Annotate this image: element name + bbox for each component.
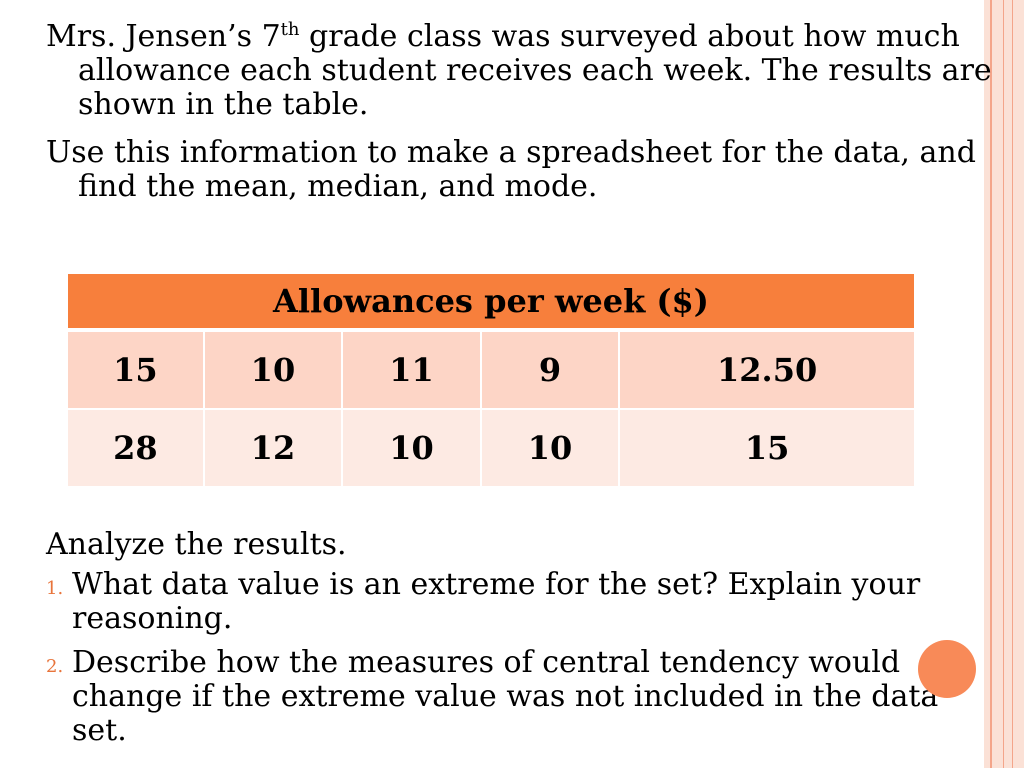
analysis-heading: Analyze the results. [46,527,347,562]
question-text: Describe how the measures of central ten… [72,645,939,748]
intro-text: Mrs. Jensen’s 7 [46,19,281,54]
table-cell: 10 [342,409,482,488]
superscript: th [280,19,300,40]
right-border-line [990,0,992,768]
table-cell: 12.50 [619,330,914,410]
table-header-row: Allowances per week ($) [68,274,914,332]
table-cell: 12 [203,409,344,488]
table-cell: 15 [619,409,914,488]
table-title: Allowances per week ($) [68,274,914,332]
question-list: 1. What data value is an extreme for the… [46,568,976,758]
table-row: 15 10 11 9 12.50 [68,330,914,410]
list-item: 1. What data value is an extreme for the… [46,568,976,636]
allowance-table: Allowances per week ($) 15 10 11 9 12.50… [68,274,914,488]
question-text: What data value is an extreme for the se… [72,567,921,636]
decorative-circle [918,640,976,698]
table-cell: 9 [480,330,621,410]
table-cell: 28 [68,409,205,488]
list-number: 1. [46,578,64,599]
intro-text: grade class was surveyed about how much … [78,19,992,122]
list-item: 2. Describe how the measures of central … [46,646,976,748]
right-border-line [1003,0,1004,768]
table-cell: 10 [480,409,621,488]
table-row: 28 12 10 10 15 [68,409,914,488]
intro-paragraph: Mrs. Jensen’s 7th grade class was survey… [46,20,1008,122]
list-number: 2. [46,656,64,677]
table-cell: 15 [68,330,205,410]
right-border-line [1012,0,1013,768]
table-cell: 11 [342,330,482,410]
instruction-paragraph: Use this information to make a spreadshe… [46,135,976,204]
table-cell: 10 [203,330,344,410]
